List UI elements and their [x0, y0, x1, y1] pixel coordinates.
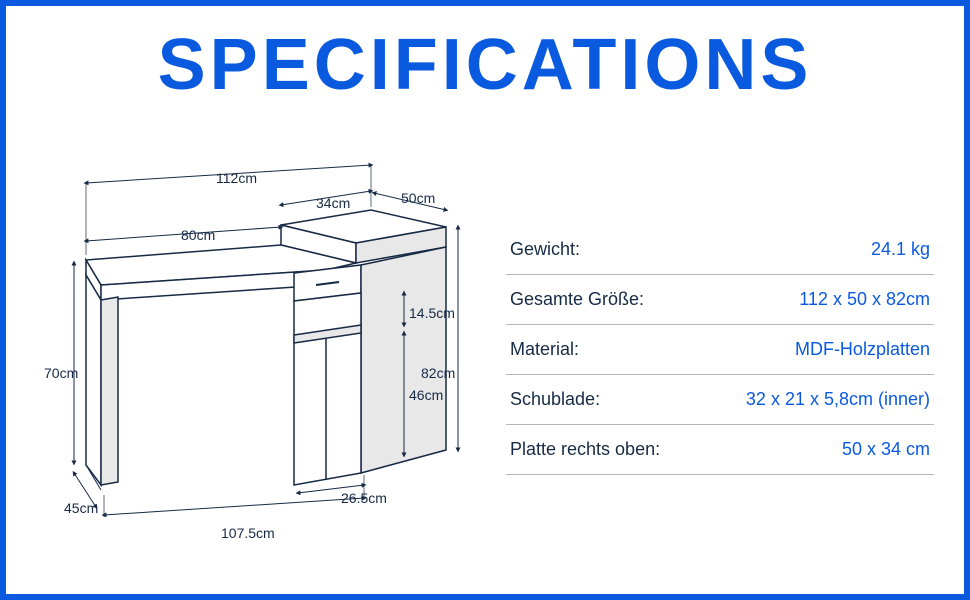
dim-leg-depth: 45cm [64, 500, 98, 516]
dim-shelf-height: 46cm [409, 387, 443, 403]
spec-label: Gesamte Größe: [510, 289, 644, 310]
spec-value: 32 x 21 x 5,8cm (inner) [746, 389, 930, 410]
spec-value: 112 x 50 x 82cm [799, 289, 930, 310]
dim-desk-height: 70cm [44, 365, 78, 381]
dim-main-top-width: 80cm [181, 227, 215, 243]
spec-label: Material: [510, 339, 579, 360]
spec-value: MDF-Holzplatten [795, 339, 930, 360]
dim-total-width: 112cm [216, 170, 257, 186]
spec-frame: SPECIFICATIONS [0, 0, 970, 600]
spec-label: Platte rechts oben: [510, 439, 660, 460]
spec-row: Platte rechts oben: 50 x 34 cm [506, 425, 934, 475]
dim-drawer-gap: 14.5cm [409, 305, 455, 321]
desk-diagram: 112cm 34cm 50cm 80cm 14.5cm 82cm 46cm 70… [26, 155, 496, 555]
spec-row: Schublade: 32 x 21 x 5,8cm (inner) [506, 375, 934, 425]
page-title: SPECIFICATIONS [6, 24, 964, 106]
spec-row: Material: MDF-Holzplatten [506, 325, 934, 375]
dim-depth: 50cm [401, 190, 435, 206]
desk-svg [26, 155, 496, 555]
dim-top-right-depth: 34cm [316, 195, 350, 211]
spec-table: Gewicht: 24.1 kg Gesamte Größe: 112 x 50… [506, 225, 934, 475]
spec-row: Gewicht: 24.1 kg [506, 225, 934, 275]
spec-row: Gesamte Größe: 112 x 50 x 82cm [506, 275, 934, 325]
spec-label: Schublade: [510, 389, 600, 410]
content-row: 112cm 34cm 50cm 80cm 14.5cm 82cm 46cm 70… [6, 106, 964, 594]
spec-value: 50 x 34 cm [842, 439, 930, 460]
dim-total-height: 82cm [421, 365, 455, 381]
spec-label: Gewicht: [510, 239, 580, 260]
spec-value: 24.1 kg [871, 239, 930, 260]
dim-inner-width: 107.5cm [221, 525, 275, 541]
dim-shelf-width: 26.5cm [341, 490, 387, 506]
